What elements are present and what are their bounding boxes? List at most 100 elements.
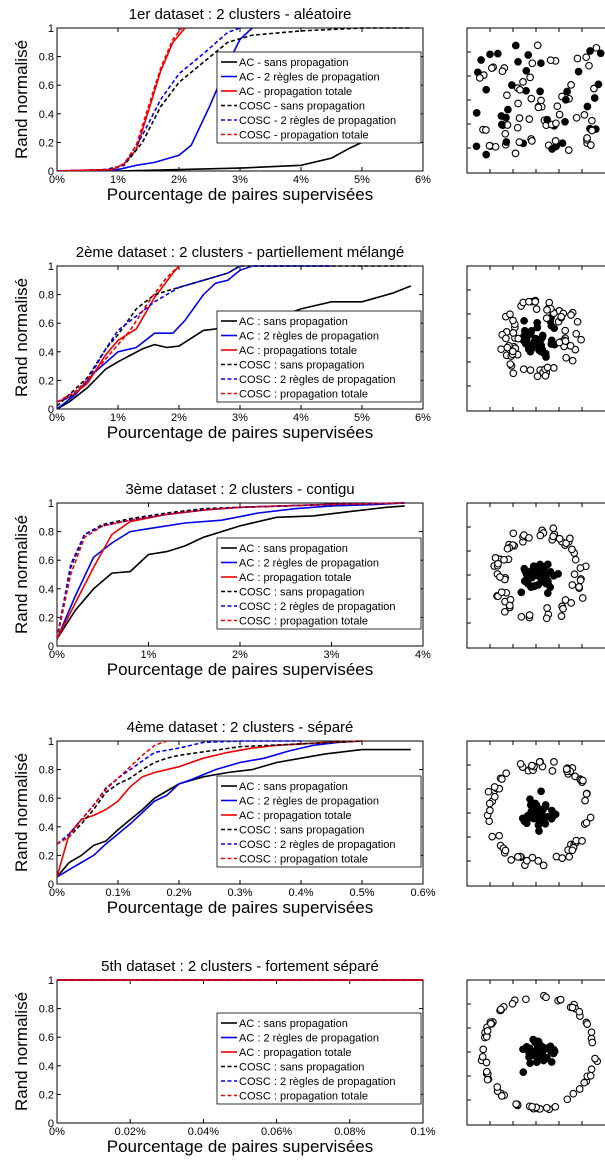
x-tick-label: 0%	[49, 1126, 65, 1138]
hollow-point	[549, 524, 558, 533]
filled-point	[522, 1042, 531, 1051]
chart-title: 3ème dataset : 2 clusters - contigu	[125, 481, 354, 498]
hollow-point	[566, 341, 575, 350]
hollow-point	[508, 999, 517, 1008]
hollow-point	[543, 363, 552, 372]
hollow-point	[583, 1020, 592, 1028]
filled-point	[522, 819, 531, 828]
filled-point	[511, 41, 520, 50]
legend-label: AC : sans propagation	[239, 316, 348, 328]
filled-point	[477, 56, 485, 64]
x-tick-label: 0.1%	[105, 887, 130, 899]
chart-panel-4: 4ème dataset : 2 clusters - séparé 0 0.2 0.…	[12, 719, 436, 917]
hollow-point	[576, 576, 585, 585]
x-tick-label: 0.08%	[334, 1126, 365, 1138]
hollow-point	[498, 775, 506, 783]
x-tick-label: 0.5%	[349, 887, 374, 899]
y-tick-label: 0	[48, 404, 54, 416]
hollow-point	[585, 61, 593, 70]
hollow-point	[575, 1085, 584, 1093]
scatter-inset-5	[466, 979, 605, 1126]
inset-points	[472, 41, 605, 159]
y-tick-label: 0.6	[39, 793, 54, 805]
hollow-point	[517, 612, 526, 621]
hollow-point	[567, 311, 575, 319]
series-line-6	[57, 265, 180, 403]
hollow-point	[525, 115, 534, 123]
legend: AC : sans propagation AC : 2 règles de pr…	[216, 537, 422, 630]
hollow-point	[561, 337, 570, 345]
hollow-point	[523, 856, 531, 865]
hollow-point	[533, 372, 542, 381]
hollow-point	[484, 787, 493, 796]
filled-point	[482, 150, 491, 159]
filled-point	[547, 1058, 556, 1066]
hollow-point	[507, 856, 516, 864]
filled-point	[517, 588, 526, 597]
filled-point	[527, 328, 535, 336]
y-tick-label: 0	[48, 641, 54, 653]
filled-point	[583, 102, 592, 111]
filled-point	[497, 120, 506, 129]
series-line-6	[57, 502, 405, 640]
hollow-point	[487, 64, 496, 72]
hollow-point	[570, 570, 579, 579]
filled-point	[543, 115, 552, 124]
x-tick-label: 1%	[141, 649, 157, 661]
legend-label: COSC - sans propagation	[239, 101, 365, 113]
chart-title: 5th dataset : 2 clusters - fortement sép…	[101, 958, 379, 975]
hollow-point	[513, 123, 522, 132]
hollow-point	[580, 111, 589, 119]
hollow-point	[503, 544, 512, 553]
series-group	[57, 502, 405, 640]
hollow-point	[522, 995, 530, 1004]
legend-box	[216, 310, 422, 403]
y-tick-label: 0.4	[39, 822, 54, 834]
hollow-point	[578, 594, 587, 602]
hollow-point	[502, 334, 510, 343]
x-tick-label: 5%	[354, 412, 370, 424]
x-tick-label: 0.2%	[166, 887, 191, 899]
hollow-point	[557, 612, 566, 620]
legend-label: AC : sans propagation	[239, 781, 348, 793]
filled-point	[549, 1049, 558, 1058]
hollow-point	[491, 142, 500, 151]
series-line-2	[57, 502, 405, 640]
hollow-point	[573, 54, 582, 63]
series-line-1	[57, 138, 381, 171]
series-line-5	[57, 502, 405, 640]
filled-point	[522, 66, 531, 75]
filled-point	[526, 1059, 534, 1068]
hollow-point	[587, 1065, 596, 1074]
filled-point	[539, 348, 548, 357]
series-line-5	[57, 27, 241, 171]
hollow-point	[535, 758, 544, 766]
hollow-point	[591, 1054, 599, 1063]
y-axis-label: Rand normalisé	[12, 753, 31, 872]
hollow-point	[478, 1052, 487, 1061]
hollow-point	[553, 102, 562, 111]
hollow-point	[534, 857, 543, 865]
y-axis-label: Rand normalisé	[12, 278, 31, 397]
hollow-point	[528, 137, 536, 145]
hollow-point	[580, 1078, 589, 1087]
legend-box	[216, 1012, 422, 1105]
legend: AC : sans propagation AC : 2 règles de pr…	[216, 310, 422, 403]
hollow-point	[572, 329, 581, 338]
hollow-point	[555, 534, 564, 543]
y-tick-label: 0.2	[39, 1089, 54, 1101]
filled-point	[493, 49, 502, 58]
filled-point	[574, 67, 583, 76]
legend-label: COSC - 2 règles de propagation	[239, 115, 396, 127]
x-tick-label: 0.06%	[261, 1126, 292, 1138]
hollow-point	[568, 1003, 577, 1012]
series-group	[57, 740, 411, 878]
hollow-point	[543, 306, 551, 314]
filled-point	[514, 57, 522, 66]
legend: AC - sans propagation AC - 2 règles de pr…	[216, 51, 422, 144]
hollow-point	[568, 356, 577, 365]
hollow-point	[536, 531, 545, 540]
inset-points	[483, 757, 595, 870]
hollow-point	[490, 783, 499, 791]
hollow-point	[583, 134, 591, 142]
